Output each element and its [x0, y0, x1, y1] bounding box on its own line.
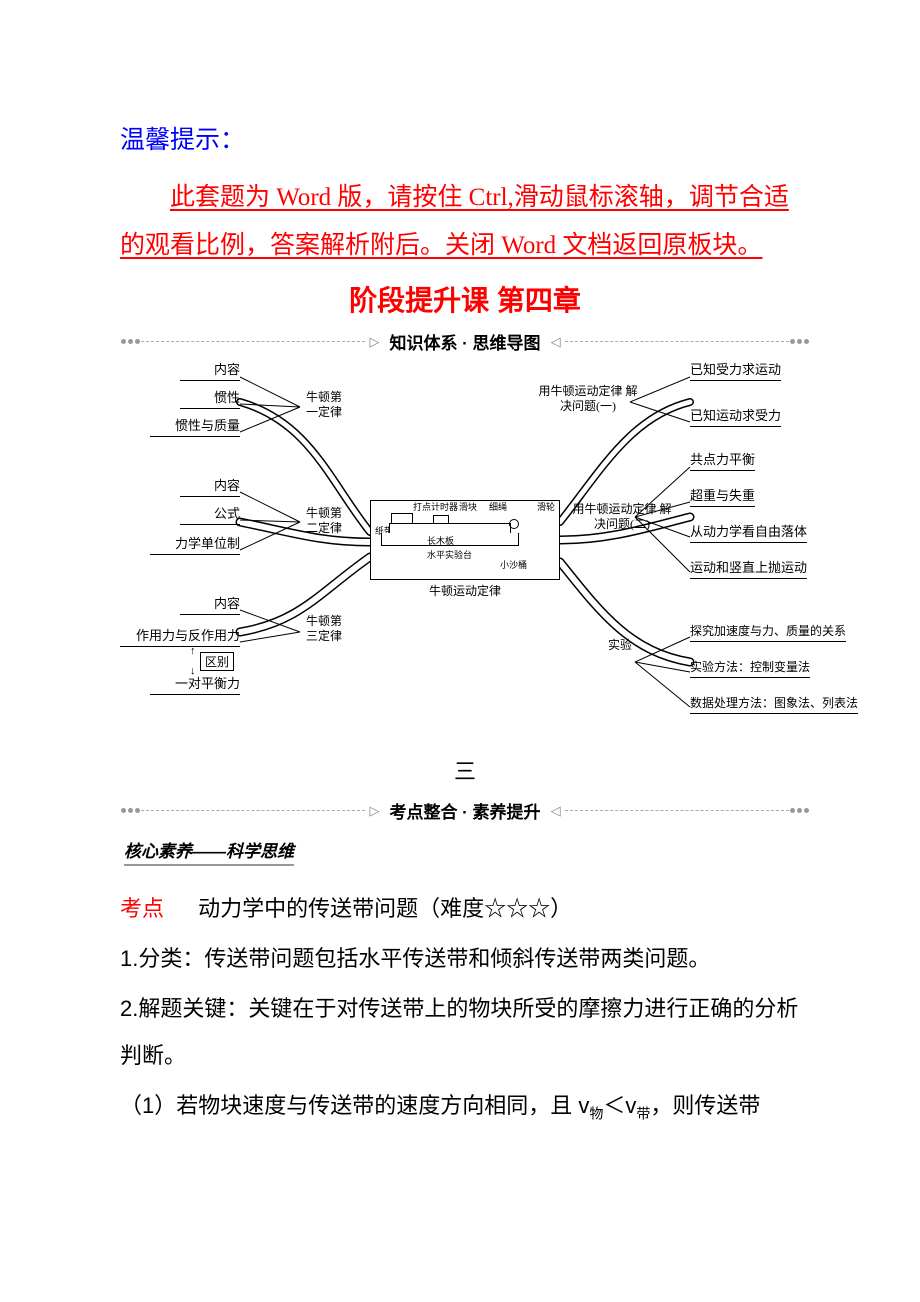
mm-branch: 用牛顿运动定律 解决问题(一)	[538, 384, 638, 414]
mm-leaf: 力学单位制	[150, 536, 240, 555]
text-run: ＜v	[603, 1093, 636, 1118]
exp-label: 水平实验台	[427, 551, 472, 560]
mm-leaf: 作用力与反作用力	[120, 628, 240, 647]
mm-leaf: 公式	[180, 506, 240, 525]
mm-leaf: 内容	[180, 596, 240, 615]
mm-leaf: 超重与失重	[690, 488, 755, 507]
arrow-right-icon: ▷	[369, 334, 379, 350]
kaodian-title: 动力学中的传送带问题（难度☆☆☆）	[198, 896, 572, 921]
tip-label: 温馨提示：	[120, 120, 810, 156]
subscript: 带	[636, 1105, 650, 1121]
mm-branch: 用牛顿运动定律 解决问题(二)	[572, 502, 672, 532]
document-page: 温馨提示： 此套题为 Word 版，请按住 Ctrl,滑动鼠标滚轴，调节合适的观…	[0, 0, 920, 1193]
section-number: 三	[120, 754, 810, 786]
exp-label: 打点计时器	[413, 503, 458, 512]
arrow-right-icon: ▷	[369, 803, 379, 819]
text-run: （1）若物块速度与传送带的速度方向相同，且 v	[120, 1093, 589, 1118]
exp-label: 滑块	[459, 503, 477, 512]
mindmap-center-caption: 牛顿运动定律	[371, 582, 559, 599]
mm-leaf: 已知运动求受力	[690, 408, 781, 427]
mm-leaf: 惯性	[180, 390, 240, 409]
kaodian-label: 考点	[120, 896, 164, 921]
mm-branch: 牛顿第 一定律	[300, 390, 348, 420]
mm-leaf: 运动和竖直上抛运动	[690, 560, 807, 579]
arrow-left-icon: ◁	[551, 803, 561, 819]
exp-label: 滑轮	[537, 503, 555, 512]
mm-leaf: 已知受力求运动	[690, 362, 781, 381]
mm-leaf: 数据处理方法：图象法、列表法	[690, 696, 858, 714]
exp-pulley-icon	[509, 519, 519, 529]
mm-leaf: 探究加速度与力、质量的关系	[690, 624, 846, 642]
mm-leaf: 一对平衡力	[150, 676, 240, 695]
mm-leaf: 内容	[180, 362, 240, 381]
text-run: ，则传送带	[650, 1093, 760, 1118]
mindmap-diagram: 内容 惯性 惯性与质量 牛顿第 一定律 内容 公式 力学单位制 牛顿第 二定律 …	[130, 362, 800, 742]
mm-leaf: 从动力学看自由落体	[690, 524, 807, 543]
mindmap-center: 纸带 打点计时器 滑块 细绳 滑轮 长木板 水平实验台 小沙桶 牛顿运动定律	[370, 500, 560, 580]
mm-leaf: 实验方法：控制变量法	[690, 660, 810, 678]
paragraph: 1.分类：传送带问题包括水平传送带和倾斜传送带两类问题。	[120, 936, 810, 982]
mm-branch: 牛顿第 二定律	[300, 506, 348, 536]
subscript: 物	[589, 1105, 603, 1121]
mm-leaf: 惯性与质量	[150, 418, 240, 437]
chapter-title: 阶段提升课 第四章	[120, 279, 810, 319]
banner-mindmap: ▷ 知识体系 · 思维导图 ◁	[120, 327, 810, 362]
arrow-left-icon: ◁	[551, 334, 561, 350]
arrow-up-icon: ↑	[190, 646, 196, 657]
mm-leaf: 内容	[180, 478, 240, 497]
banner-mindmap-text: 知识体系 · 思维导图	[383, 329, 546, 354]
exp-label: 小沙桶	[500, 558, 527, 571]
exp-label: 长木板	[427, 537, 454, 546]
banner-review-text: 考点整合 · 素养提升	[383, 798, 546, 823]
mm-branch: 实验	[600, 638, 640, 653]
paragraph: 2.解题关键：关键在于对传送带上的物块所受的摩擦力进行正确的分析判断。	[120, 986, 810, 1078]
mm-note: 区别	[200, 652, 234, 671]
mm-branch: 牛顿第 三定律	[300, 614, 348, 644]
core-competency-box: 核心素养——科学思维	[124, 837, 294, 866]
kaodian-row: 考点 动力学中的传送带问题（难度☆☆☆）	[120, 886, 810, 932]
banner-review: ▷ 考点整合 · 素养提升 ◁	[120, 796, 810, 831]
exp-label: 细绳	[489, 503, 507, 512]
paragraph: （1）若物块速度与传送带的速度方向相同，且 v物＜v带，则传送带	[120, 1083, 810, 1129]
tip-body: 此套题为 Word 版，请按住 Ctrl,滑动鼠标滚轴，调节合适的观看比例，答案…	[120, 174, 810, 269]
mm-leaf: 共点力平衡	[690, 452, 755, 471]
